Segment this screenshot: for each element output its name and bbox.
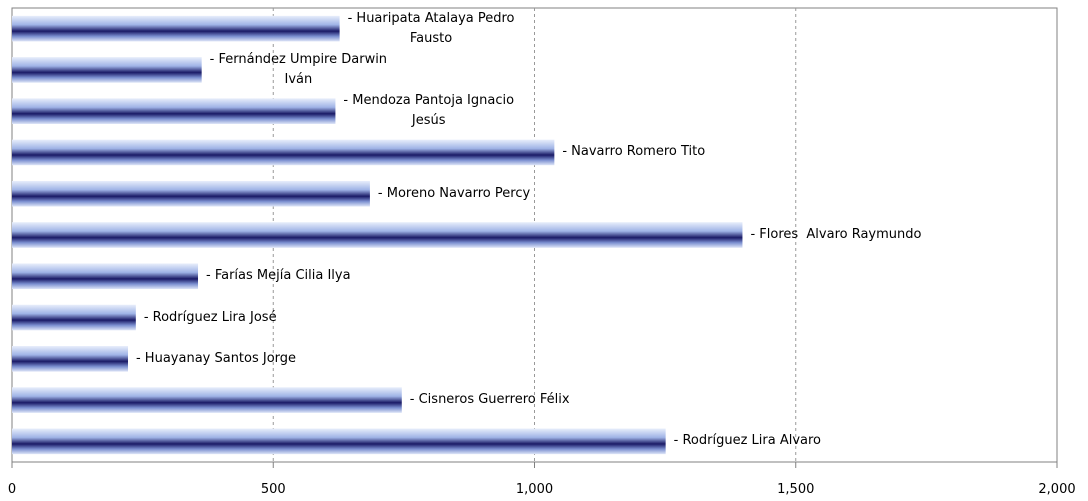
x-tick-label: 500 [260, 482, 286, 497]
bar [12, 346, 128, 372]
bar-label: - Flores Alvaro Raymundo [750, 227, 922, 242]
bar [12, 304, 136, 331]
bar [12, 222, 743, 248]
bar-label: - Mendoza Pantoja Ignacio Jesús [343, 93, 515, 129]
x-tick-label: 1,000 [515, 482, 554, 497]
bar [12, 263, 199, 290]
bar [12, 98, 336, 124]
bar-label: - Farías Mejía Cilia Ilya [206, 268, 351, 284]
bar-label: - Huaripata Atalaya Pedro Fausto [347, 10, 515, 46]
bar [12, 180, 370, 207]
bar [12, 428, 666, 455]
bar-label: - Rodríguez Lira José [143, 309, 277, 325]
x-tick-label: 0 [7, 482, 17, 497]
bar [12, 139, 555, 166]
bar [12, 57, 202, 83]
x-tick-label: 1,500 [777, 482, 815, 497]
bar-label: - Moreno Navarro Percy [377, 185, 531, 201]
bar-label: - Cisneros Guerrero Félix [409, 392, 570, 408]
bar-label: - Rodríguez Lira Alvaro [673, 433, 821, 449]
bar-label: - Fernández Umpire Darwin Iván [209, 51, 388, 87]
bar-label: - Huayanay Santos Jorge [135, 350, 297, 366]
bar [12, 387, 402, 413]
bar [12, 15, 340, 42]
x-tick-label: 2,000 [1038, 482, 1076, 497]
bar-label: - Navarro Romero Tito [562, 144, 706, 160]
